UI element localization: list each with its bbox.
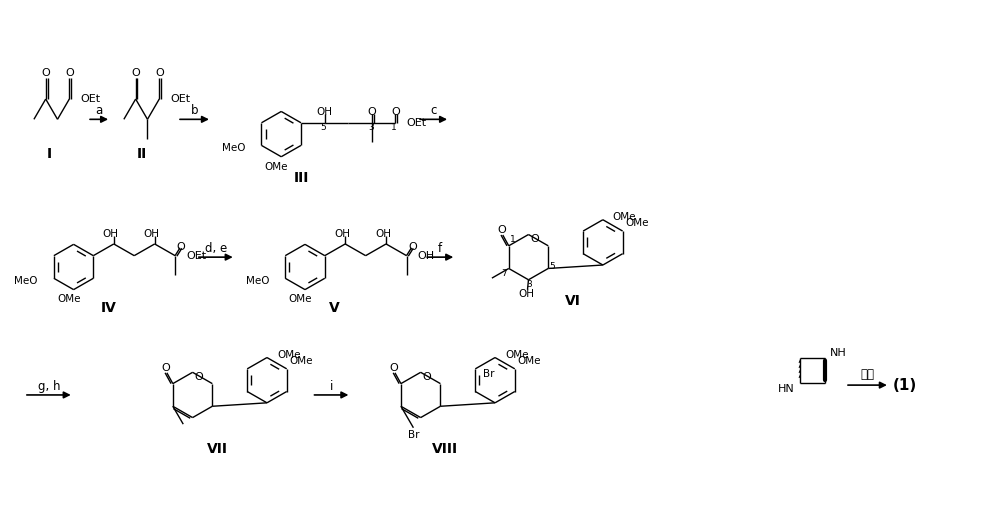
Text: f: f	[438, 242, 442, 255]
Text: III: III	[293, 171, 309, 185]
Text: OMe: OMe	[57, 295, 80, 304]
Text: I: I	[47, 147, 52, 161]
Text: O: O	[162, 363, 170, 373]
Text: OMe: OMe	[505, 350, 528, 360]
Text: O: O	[367, 107, 376, 117]
Text: O: O	[530, 234, 539, 244]
Text: OMe: OMe	[613, 212, 636, 222]
Text: OH: OH	[519, 288, 535, 298]
Text: i: i	[330, 380, 333, 393]
Text: O: O	[65, 69, 74, 78]
Text: II: II	[136, 147, 147, 161]
Text: MeO: MeO	[222, 143, 246, 153]
Text: O: O	[177, 242, 185, 252]
Text: OEt: OEt	[80, 94, 100, 104]
Text: 7: 7	[501, 269, 507, 278]
Text: 1: 1	[391, 123, 396, 132]
Text: O: O	[391, 107, 400, 117]
Text: NH: NH	[830, 348, 847, 358]
Text: O: O	[422, 372, 431, 382]
Text: b: b	[191, 104, 198, 117]
Text: O: O	[194, 372, 203, 382]
Text: OH: OH	[375, 229, 391, 239]
Text: 5: 5	[321, 123, 326, 132]
Text: 3: 3	[527, 280, 532, 289]
Text: 5: 5	[549, 262, 555, 271]
Text: O: O	[390, 363, 398, 373]
Text: 3: 3	[368, 123, 374, 132]
Text: OH: OH	[317, 107, 333, 117]
Text: HN: HN	[778, 384, 795, 394]
Text: c: c	[430, 104, 437, 117]
Text: O: O	[131, 69, 140, 78]
Text: 1: 1	[510, 236, 516, 244]
Text: OMe: OMe	[265, 162, 288, 172]
Text: IV: IV	[100, 301, 116, 315]
Text: OMe: OMe	[626, 218, 649, 228]
Text: OMe: OMe	[277, 350, 300, 360]
Text: g, h: g, h	[38, 380, 60, 393]
Text: VIII: VIII	[432, 442, 459, 456]
Text: d, e: d, e	[205, 242, 227, 255]
Text: Br: Br	[483, 369, 495, 379]
Text: OH: OH	[103, 229, 119, 239]
Text: OMe: OMe	[518, 356, 541, 366]
Text: O: O	[41, 69, 50, 78]
Text: Br: Br	[408, 430, 419, 439]
Text: VII: VII	[207, 442, 228, 456]
Text: O: O	[497, 225, 506, 235]
Text: O: O	[408, 242, 417, 252]
Text: OH: OH	[144, 229, 160, 239]
Text: OH: OH	[417, 251, 435, 261]
Text: O: O	[155, 69, 164, 78]
Text: OH: OH	[334, 229, 350, 239]
Text: OEt: OEt	[186, 251, 206, 261]
Text: 乙腹: 乙腹	[860, 368, 874, 381]
Text: MeO: MeO	[246, 276, 269, 286]
Text: OMe: OMe	[290, 356, 313, 366]
Text: MeO: MeO	[14, 276, 38, 286]
Text: (1): (1)	[892, 378, 917, 393]
Text: OEt: OEt	[170, 94, 190, 104]
Text: OMe: OMe	[288, 295, 312, 304]
Text: VI: VI	[565, 294, 581, 309]
Text: OEt: OEt	[406, 118, 426, 128]
Text: V: V	[329, 301, 340, 315]
Text: a: a	[95, 104, 103, 117]
